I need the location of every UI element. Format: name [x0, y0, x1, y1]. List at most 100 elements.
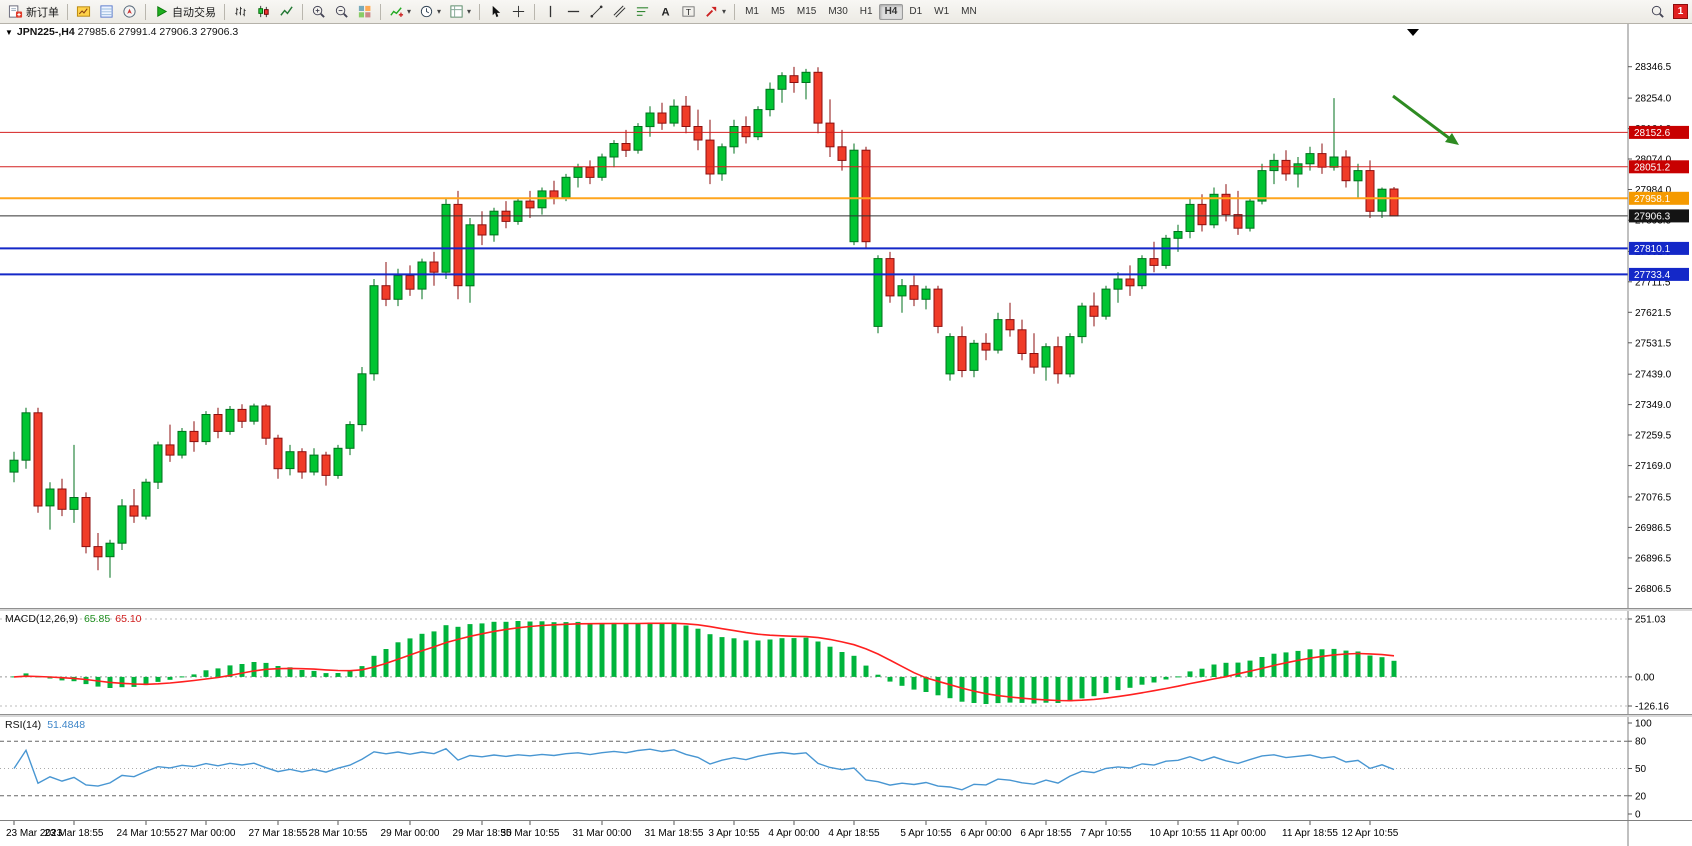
toolbar-buttons: 新订单 自动交易 ▾ ▾ ▾ A T ▾ M1 M5 M15 M30 H1 H4 D1 W1 MN [4, 0, 1646, 24]
macd-canvas[interactable]: 251.03 0.00 -126.16 [0, 611, 1692, 714]
cursor-icon [492, 5, 501, 18]
trendline-button[interactable] [585, 0, 608, 24]
label-icon: T [682, 6, 695, 17]
svg-text:11 Apr 00:00: 11 Apr 00:00 [1210, 828, 1266, 839]
svg-text:4 Apr 18:55: 4 Apr 18:55 [828, 828, 880, 839]
svg-text:100: 100 [1635, 719, 1652, 730]
template-icon [450, 5, 463, 18]
indicators-button[interactable]: ▾ [385, 0, 415, 24]
svg-text:251.03: 251.03 [1635, 615, 1666, 626]
chart-window: 28346.528254.028164.028074.027984.027893… [0, 24, 1692, 846]
svg-text:24 Mar 10:55: 24 Mar 10:55 [117, 828, 176, 839]
svg-text:28254.0: 28254.0 [1635, 94, 1672, 105]
svg-text:28074.0: 28074.0 [1635, 155, 1672, 166]
price-chart-canvas[interactable]: 28346.528254.028164.028074.027984.027893… [0, 24, 1692, 608]
svg-text:27076.5: 27076.5 [1635, 492, 1672, 503]
bar-chart-icon [235, 6, 246, 17]
tile-windows-icon [358, 5, 371, 18]
panel-separator[interactable] [0, 608, 1692, 611]
autotrading-button[interactable]: 自动交易 [150, 0, 220, 24]
timeframe-button-m15[interactable]: M15 [796, 5, 817, 17]
search-icon [1651, 5, 1664, 18]
label-button[interactable]: T [677, 0, 700, 24]
macd-scale[interactable]: 251.03 0.00 -126.16 [1628, 615, 1669, 713]
main-toolbar: 新订单 自动交易 ▾ ▾ ▾ A T ▾ M1 M5 M15 M30 H1 H4 D1 W1 MN 1 [0, 0, 1692, 24]
timeframe-button-h4[interactable]: H4 [878, 3, 904, 20]
chevron-down-icon: ▾ [467, 6, 472, 16]
zoom-out-button[interactable] [330, 0, 353, 24]
scroll-to-end-marker[interactable] [1407, 29, 1419, 36]
timeframe-button-mn[interactable]: MN [961, 5, 977, 17]
tile-windows-button[interactable] [353, 0, 376, 24]
svg-text:-126.16: -126.16 [1635, 702, 1669, 713]
templates-button[interactable]: ▾ [445, 0, 475, 24]
svg-text:27810.1: 27810.1 [1634, 244, 1671, 255]
svg-text:27958.1: 27958.1 [1634, 194, 1671, 205]
svg-text:27906.3: 27906.3 [1634, 211, 1671, 222]
channel-icon [613, 5, 626, 18]
macd-panel[interactable]: 251.03 0.00 -126.16 MACD(12,26,9) 65.85 65.1… [0, 611, 1692, 714]
play-icon [157, 6, 168, 17]
text-icon: A [661, 7, 669, 19]
svg-text:28346.5: 28346.5 [1635, 62, 1672, 73]
timeframe-button-h1[interactable]: H1 [859, 5, 873, 17]
navigator-button[interactable] [118, 0, 141, 24]
crosshair-button[interactable] [507, 0, 530, 24]
svg-text:27169.0: 27169.0 [1635, 461, 1672, 472]
zoom-in-button[interactable] [307, 0, 330, 24]
svg-text:26806.5: 26806.5 [1635, 584, 1672, 595]
svg-text:31 Mar 18:55: 31 Mar 18:55 [645, 828, 704, 839]
svg-text:27531.5: 27531.5 [1635, 338, 1672, 349]
bar-chart-button[interactable] [229, 0, 252, 24]
pivot-line-badge: 27958.1 [1629, 191, 1689, 205]
svg-text:10 Apr 10:55: 10 Apr 10:55 [1150, 828, 1207, 839]
new-order-button[interactable]: 新订单 [4, 0, 63, 24]
vertical-line-button[interactable] [539, 0, 562, 24]
zoom-out-icon [335, 5, 348, 18]
svg-text:27984.0: 27984.0 [1635, 185, 1672, 196]
arrows-button[interactable]: ▾ [700, 0, 730, 24]
arrow-annotation[interactable] [1392, 94, 1459, 145]
timeframe-button-w1[interactable]: W1 [934, 5, 950, 17]
periods-button[interactable]: ▾ [415, 0, 445, 24]
timeframe-button-m1[interactable]: M1 [745, 5, 759, 17]
navigator-icon [123, 5, 136, 18]
zoom-in-icon [312, 5, 325, 18]
alert-count-badge[interactable]: 1 [1673, 4, 1688, 19]
rsi-canvas[interactable]: 100 80 50 20 0 [0, 717, 1692, 820]
channel-button[interactable] [608, 0, 631, 24]
rsi-scale[interactable]: 100 80 50 20 0 [1628, 719, 1652, 821]
crosshair-icon [512, 5, 525, 18]
timeframe-button-m5[interactable]: M5 [770, 5, 785, 17]
svg-text:4 Apr 00:00: 4 Apr 00:00 [768, 828, 820, 839]
toolbar-separator [302, 3, 303, 20]
timeframe-button-d1[interactable]: D1 [909, 5, 923, 17]
svg-text:29 Mar 18:55: 29 Mar 18:55 [453, 828, 512, 839]
svg-text:27349.0: 27349.0 [1635, 400, 1672, 411]
data-window-button[interactable] [95, 0, 118, 24]
line-chart-button[interactable] [275, 0, 298, 24]
current-price-badge: 27906.3 [1629, 209, 1689, 223]
chevron-down-icon: ▾ [407, 6, 412, 16]
fibonacci-button[interactable] [631, 0, 654, 24]
cursor-button[interactable] [484, 0, 507, 24]
support-line-2-badge: 27733.4 [1629, 267, 1689, 281]
timeframe-button-m30[interactable]: M30 [828, 5, 848, 17]
time-axis[interactable]: 23 Mar 2023 23 Mar 18:55 24 Mar 10:55 27 Ma… [0, 820, 1692, 846]
candle-chart-icon [258, 5, 269, 18]
price-chart-panel[interactable]: 28346.528254.028164.028074.027984.027893… [0, 24, 1692, 608]
resistance-line-2-badge: 28051.2 [1629, 160, 1689, 174]
candlestick-chart-button[interactable] [252, 0, 275, 24]
toolbar-right: 1 [1646, 0, 1688, 24]
market-watch-button[interactable] [72, 0, 95, 24]
text-button[interactable]: A [654, 0, 677, 24]
toolbar-separator [479, 3, 481, 20]
toolbar-separator [224, 3, 225, 20]
horizontal-line-button[interactable] [562, 0, 585, 24]
panel-separator[interactable] [0, 714, 1692, 717]
search-button[interactable] [1646, 0, 1669, 24]
rsi-panel[interactable]: 100 80 50 20 0 RSI(14) 51.4848 [0, 717, 1692, 820]
svg-text:80: 80 [1635, 737, 1647, 748]
